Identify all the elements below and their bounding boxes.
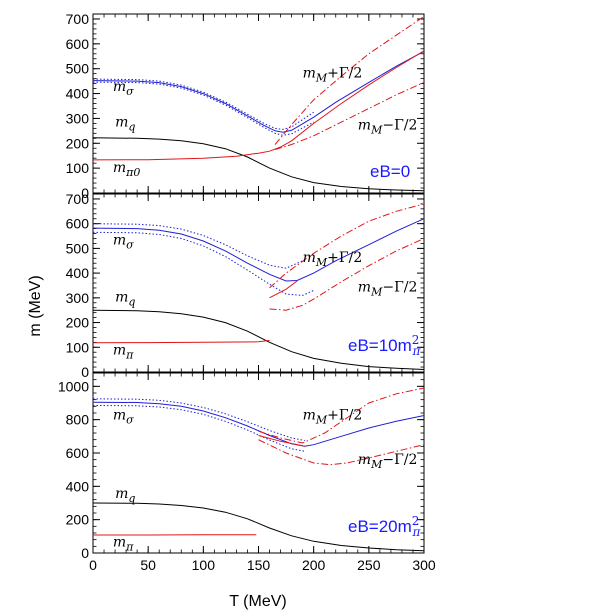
y-tick-label: 500 bbox=[66, 61, 90, 77]
series-line bbox=[269, 280, 298, 299]
y-tick-label: 100 bbox=[66, 339, 90, 355]
annotation-label: mM−Γ/2 bbox=[358, 118, 418, 137]
annotation-label: mM+Γ/2 bbox=[303, 408, 363, 427]
series-line bbox=[258, 439, 425, 466]
y-tick-label: 600 bbox=[66, 216, 90, 232]
annotation-label: mq bbox=[115, 290, 135, 309]
y-tick-label: 200 bbox=[66, 512, 90, 528]
y-tick-label: 0 bbox=[81, 185, 89, 201]
x-tick-label: 0 bbox=[89, 557, 97, 573]
x-tick-label: 300 bbox=[412, 557, 436, 573]
x-tick-label: 200 bbox=[302, 557, 326, 573]
annotation-label: mM−Γ/2 bbox=[358, 452, 418, 471]
y-tick-label: 400 bbox=[66, 478, 90, 494]
y-tick-label: 1000 bbox=[58, 378, 89, 394]
y-tick-label: 200 bbox=[66, 315, 90, 331]
y-tick-label: 400 bbox=[66, 86, 90, 102]
series-line bbox=[92, 50, 425, 161]
annotation-label: mq bbox=[115, 114, 135, 133]
y-tick-label: 400 bbox=[66, 265, 90, 281]
y-tick-label: 700 bbox=[66, 191, 90, 207]
annotation-label: mM+Γ/2 bbox=[303, 65, 363, 84]
series-line bbox=[92, 218, 425, 282]
annotation-label: mσ bbox=[113, 233, 134, 252]
series-line bbox=[92, 137, 425, 192]
series-line bbox=[274, 16, 425, 145]
annotation-label: mπ0 bbox=[113, 160, 141, 179]
x-tick-label: 150 bbox=[247, 557, 271, 573]
y-tick-label: 300 bbox=[66, 110, 90, 126]
y-tick-label: 700 bbox=[66, 11, 90, 27]
y-tick-label: 0 bbox=[81, 364, 89, 380]
annotation-label: mσ bbox=[113, 79, 134, 98]
annotation-label: mσ bbox=[113, 408, 134, 427]
panel-title: eB=20m2 π bbox=[348, 514, 421, 539]
x-tick-label: 50 bbox=[140, 557, 156, 573]
series-line bbox=[92, 50, 425, 133]
y-tick-label: 600 bbox=[66, 445, 90, 461]
annotation-label: mM−Γ/2 bbox=[358, 280, 418, 299]
series-line bbox=[269, 203, 425, 289]
series-line bbox=[92, 309, 425, 370]
annotation-label: mπ bbox=[113, 343, 134, 362]
panel-2: 0 100 200 300 400 500 600 700 mσ mq mπ mM+Γ/2 mM−Γ/2… bbox=[66, 191, 425, 380]
series-line bbox=[92, 401, 425, 447]
y-tick-label: 200 bbox=[66, 135, 90, 151]
series-line bbox=[92, 405, 305, 452]
series-line bbox=[92, 223, 303, 269]
x-tick-label: 100 bbox=[192, 557, 216, 573]
y-tick-label: 500 bbox=[66, 240, 90, 256]
panel-1: 0 100 200 300 400 500 600 700 mσ mq mπ0 mM+Γ/2 mM−Γ/… bbox=[66, 11, 425, 201]
y-tick-label: 0 bbox=[81, 545, 89, 561]
panel-title: eB=0 bbox=[370, 162, 410, 181]
series-line bbox=[92, 502, 425, 552]
annotation-label: mπ bbox=[113, 534, 134, 553]
series-line bbox=[269, 238, 425, 311]
series-line bbox=[258, 387, 425, 444]
series-line bbox=[258, 435, 305, 447]
annotation-label: mq bbox=[115, 486, 135, 505]
series-line bbox=[92, 339, 270, 344]
x-axis-label: T (MeV) bbox=[229, 593, 286, 610]
y-tick-label: 100 bbox=[66, 160, 90, 176]
panel-3: 0 200 400 600 800 1000 0 50 100 150 200 250 300 mσ mq m… bbox=[58, 372, 436, 573]
x-tick-label: 250 bbox=[357, 557, 381, 573]
annotation-label: mM+Γ/2 bbox=[303, 250, 363, 269]
series-line bbox=[274, 81, 425, 150]
y-tick-label: 800 bbox=[66, 412, 90, 428]
y-tick-label: 600 bbox=[66, 36, 90, 52]
series-line bbox=[92, 398, 305, 441]
y-tick-label: 300 bbox=[66, 290, 90, 306]
panel-title: eB=10m2 π bbox=[348, 333, 421, 358]
y-axis-label: m (MeV) bbox=[27, 275, 44, 336]
